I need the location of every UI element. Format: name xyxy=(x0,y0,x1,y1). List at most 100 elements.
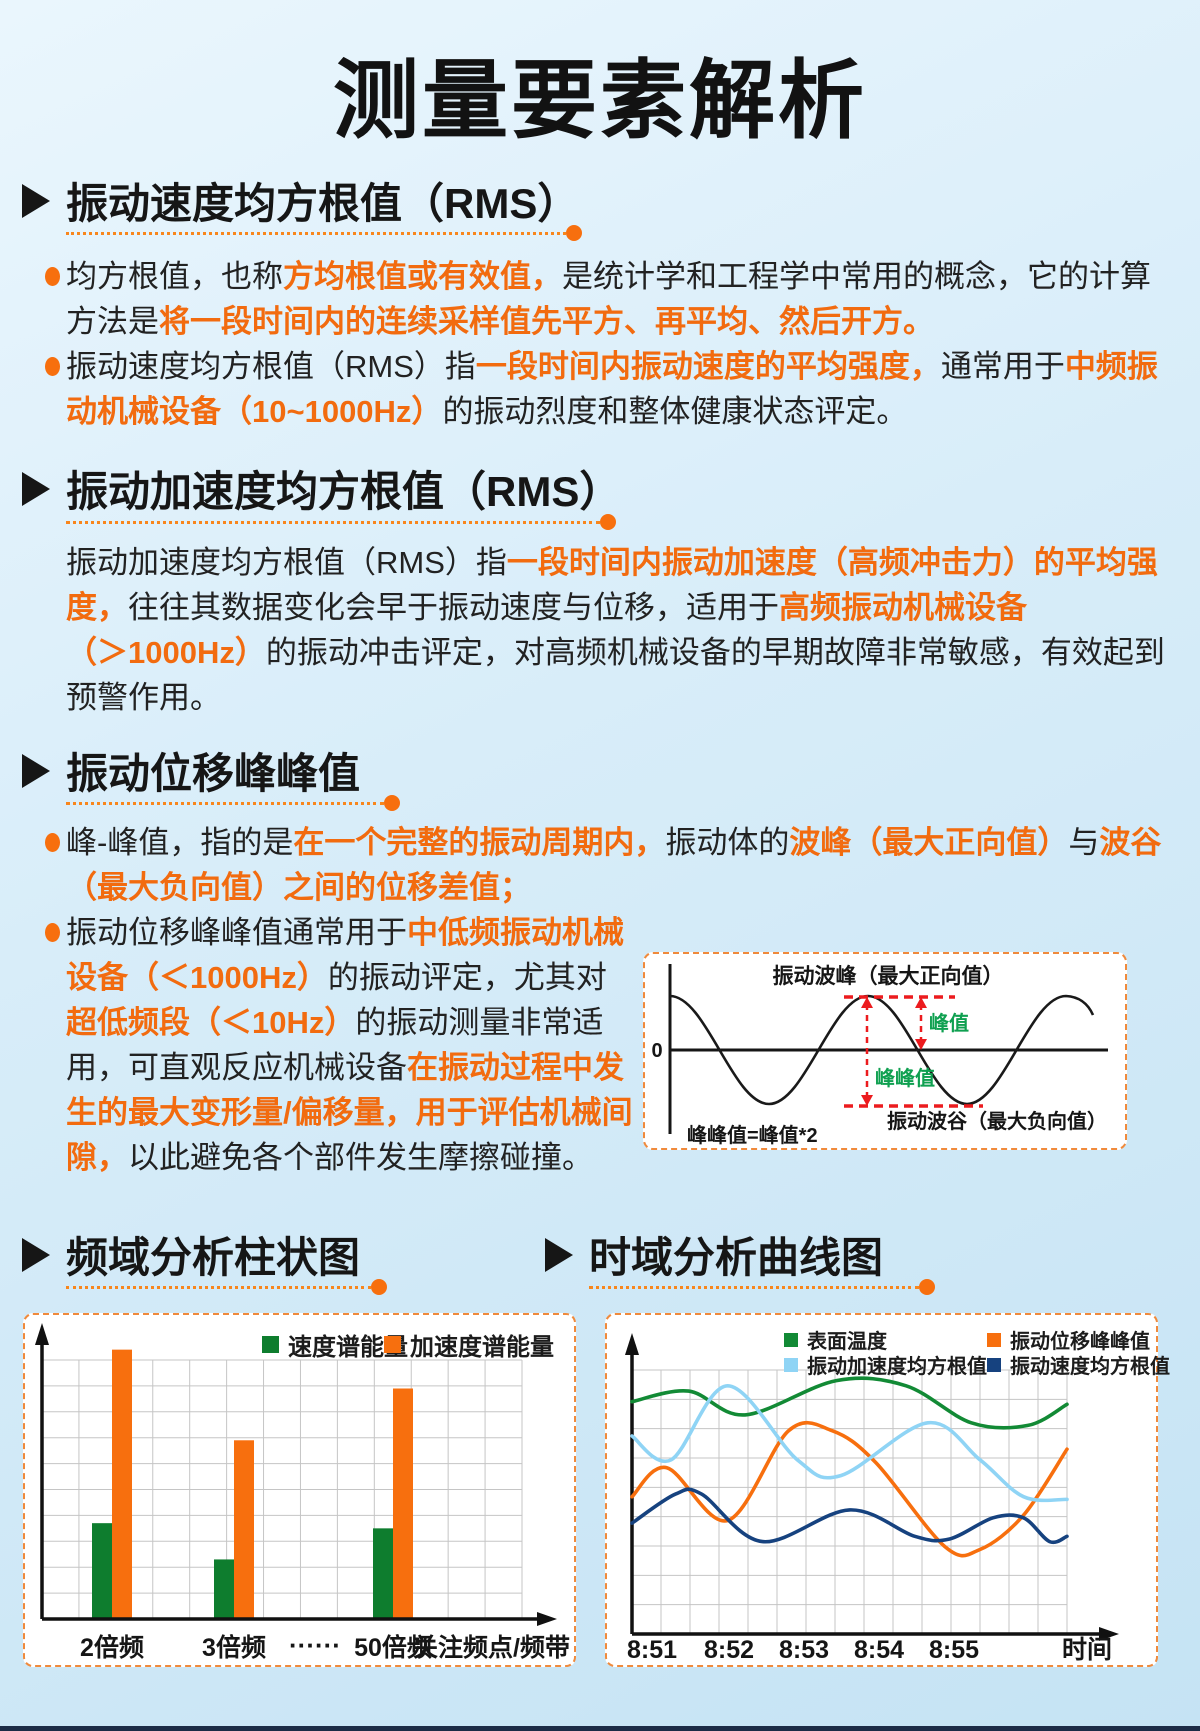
peak-peak-value-label: 峰峰值 xyxy=(875,1066,935,1090)
sine-wave-curve xyxy=(669,994,1095,1106)
legend-item: 振动速度均方根值 xyxy=(987,1350,1170,1379)
x-axis-arrow-icon xyxy=(1099,1627,1119,1641)
curve-表面温度 xyxy=(630,1376,1069,1430)
legend-item: 加速度谱能量 xyxy=(384,1327,554,1362)
bar-速度谱能量-3倍频 xyxy=(214,1559,234,1619)
triangle-bullet-icon xyxy=(22,471,50,506)
bar-加速度谱能量-50倍频 xyxy=(393,1388,413,1619)
body-text: 与 xyxy=(1068,825,1100,860)
highlighted-text: （最大负向值）之间的位移差值； xyxy=(66,870,531,905)
section-title: 振动速度均方根值（RMS） xyxy=(66,180,580,227)
arrow-down-icon xyxy=(915,1039,927,1050)
section-title: 振动加速度均方根值（RMS） xyxy=(66,468,622,515)
section-divider xyxy=(66,795,400,811)
legend-label: 振动速度均方根值 xyxy=(1010,1356,1170,1378)
axis-label: 关注频点/频带 xyxy=(413,1633,570,1662)
axis-label: 8:54 xyxy=(854,1636,904,1664)
body-text: 的振动评定，尤其对 xyxy=(327,960,607,995)
arrow-up-icon xyxy=(915,997,927,1008)
highlighted-text: 生的最大变形量/偏移量，用于评估机械间 xyxy=(66,1095,633,1130)
body-line: 振动位移峰峰值通常用于中低频振动机械 xyxy=(45,910,1161,955)
highlighted-text: 将一段时间内的连续采样值先平方、再平均、然后开方。 xyxy=(159,304,934,339)
highlighted-text: 动机械设备（10~1000Hz） xyxy=(66,394,443,429)
body-line: 隙，以此避免各个部件发生摩擦碰撞。 xyxy=(45,1135,1161,1180)
body-text: 峰-峰值，指的是 xyxy=(66,825,294,860)
page-title: 测量要素解析 xyxy=(333,53,867,149)
body-line: 用，可直观反应机械设备在振动过程中发 xyxy=(45,1045,1161,1090)
arrow-up-icon xyxy=(861,997,873,1008)
axis-label: 8:51 xyxy=(627,1636,677,1664)
curve-振动速度均方根值 xyxy=(630,1487,1069,1545)
legend-label: 加速度谱能量 xyxy=(410,1334,554,1361)
axis-label: 3倍频 xyxy=(202,1633,266,1662)
section-divider xyxy=(66,514,616,530)
highlighted-text: 在振动过程中发 xyxy=(407,1050,624,1085)
bar-加速度谱能量-3倍频 xyxy=(234,1440,254,1619)
highlighted-text: 波谷 xyxy=(1099,825,1162,860)
section-title: 时域分析曲线图 xyxy=(589,1234,884,1281)
bar-速度谱能量-50倍频 xyxy=(373,1528,393,1619)
wave-diagram-svg: 振动波峰（最大正向值） 0 峰值 峰峰值 振动波谷（最大负向值） 峰峰值=峰值*… xyxy=(651,964,1108,1147)
legend-swatch-icon xyxy=(987,1357,1001,1372)
body-line: 动机械设备（10~1000Hz）的振动烈度和整体健康状态评定。 xyxy=(45,389,1158,434)
section-body-acceleration-rms: 振动加速度均方根值（RMS）指一段时间内振动加速度（高频冲击力）的平均强 度，往往… xyxy=(45,540,1165,720)
body-line: 均方根值，也称方均根值或有效值，是统计学和工程学中常用的概念，它的计算 xyxy=(45,254,1158,299)
axis-label: 时间 xyxy=(1062,1636,1112,1664)
body-text: 的振动测量非常适 xyxy=(355,1005,604,1040)
triangle-bullet-icon xyxy=(22,753,50,788)
body-line: 生的最大变形量/偏移量，用于评估机械间 xyxy=(45,1090,1161,1135)
highlighted-text: 隙， xyxy=(66,1140,128,1175)
axis-label: 2倍频 xyxy=(80,1633,144,1662)
body-line: （最大负向值）之间的位移差值； xyxy=(45,865,1161,910)
y-axis-arrow-icon xyxy=(35,1323,49,1345)
body-text: 用，可直观反应机械设备 xyxy=(66,1050,407,1085)
body-line: 方法是将一段时间内的连续采样值先平方、再平均、然后开方。 xyxy=(45,299,1158,344)
legend-item: 表面温度 xyxy=(784,1325,887,1354)
highlighted-text: 中低频振动机械 xyxy=(407,915,624,950)
section-header-velocity-rms: 振动速度均方根值（RMS） xyxy=(22,170,579,231)
axis-label: 8:52 xyxy=(704,1636,754,1664)
highlighted-text: 在一个完整的振动周期内， xyxy=(293,825,666,860)
body-line: 预警作用。 xyxy=(45,675,1165,720)
bar-速度谱能量-2倍频 xyxy=(92,1523,112,1619)
wave-formula-label: 峰峰值=峰值*2 xyxy=(687,1123,818,1147)
section-title: 频域分析柱状图 xyxy=(66,1234,361,1281)
body-text: 振动速度均方根值（RMS）指 xyxy=(66,349,476,384)
axis-label: 50倍频 xyxy=(354,1633,432,1662)
legend-item: 振动加速度均方根值 xyxy=(784,1350,987,1379)
body-text: 通常用于 xyxy=(940,349,1065,384)
legend-item: 振动位移峰峰值 xyxy=(987,1325,1150,1354)
legend-swatch-icon xyxy=(987,1332,1001,1347)
highlighted-text: 中频振 xyxy=(1064,349,1158,384)
axis-label: ······ xyxy=(289,1630,341,1660)
body-text: 的振动烈度和整体健康状态评定。 xyxy=(442,394,908,429)
axis-label: 8:53 xyxy=(779,1636,829,1664)
highlighted-text: 超低频段（＜10Hz） xyxy=(66,1005,356,1040)
curve-振动加速度均方根值 xyxy=(630,1383,1069,1503)
body-text: 的振动冲击评定，对高频机械设备的早期故障非常敏感，有效起到 xyxy=(265,635,1165,670)
body-line: 度，往往其数据变化会早于振动速度与位移，适用于高频振动机械设备 xyxy=(45,585,1165,630)
body-text: 振动体的 xyxy=(665,825,790,860)
legend-swatch-icon xyxy=(262,1336,279,1353)
frequency-bar-chart: 2倍频 3倍频 50倍频 ······ 关注频点/频带 速度谱能量 加速度谱能量 xyxy=(23,1313,576,1667)
body-line: 振动加速度均方根值（RMS）指一段时间内振动加速度（高频冲击力）的平均强 xyxy=(45,540,1165,585)
section-body-velocity-rms: 均方根值，也称方均根值或有效值，是统计学和工程学中常用的概念，它的计算 方法是将一… xyxy=(45,254,1158,434)
legend-label: 振动加速度均方根值 xyxy=(807,1356,987,1378)
triangle-bullet-icon xyxy=(22,183,50,218)
peak-value-label: 峰值 xyxy=(929,1011,969,1035)
body-text: 振动位移峰峰值通常用于 xyxy=(66,915,407,950)
body-text: 均方根值，也称 xyxy=(66,259,283,294)
body-text: 预警作用。 xyxy=(66,680,221,715)
body-line: 设备（＜1000Hz）的振动评定，尤其对 xyxy=(45,955,1161,1000)
axis-label: 8:55 xyxy=(929,1636,979,1664)
body-line: 峰-峰值，指的是在一个完整的振动周期内，振动体的波峰（最大正向值）与波谷 xyxy=(45,820,1161,865)
highlighted-text: 一段时间内振动加速度（高频冲击力）的平均强 xyxy=(506,545,1158,580)
section-divider xyxy=(66,225,582,241)
wave-trough-label: 振动波谷（最大负向值） xyxy=(887,1109,1107,1133)
legend-label: 振动位移峰峰值 xyxy=(1010,1331,1150,1353)
body-text: 振动加速度均方根值（RMS）指 xyxy=(66,545,507,580)
legend-swatch-icon xyxy=(784,1332,798,1347)
highlighted-text: 度， xyxy=(66,590,128,625)
bar-chart-svg: 2倍频 3倍频 50倍频 ······ 关注频点/频带 xyxy=(35,1323,570,1662)
